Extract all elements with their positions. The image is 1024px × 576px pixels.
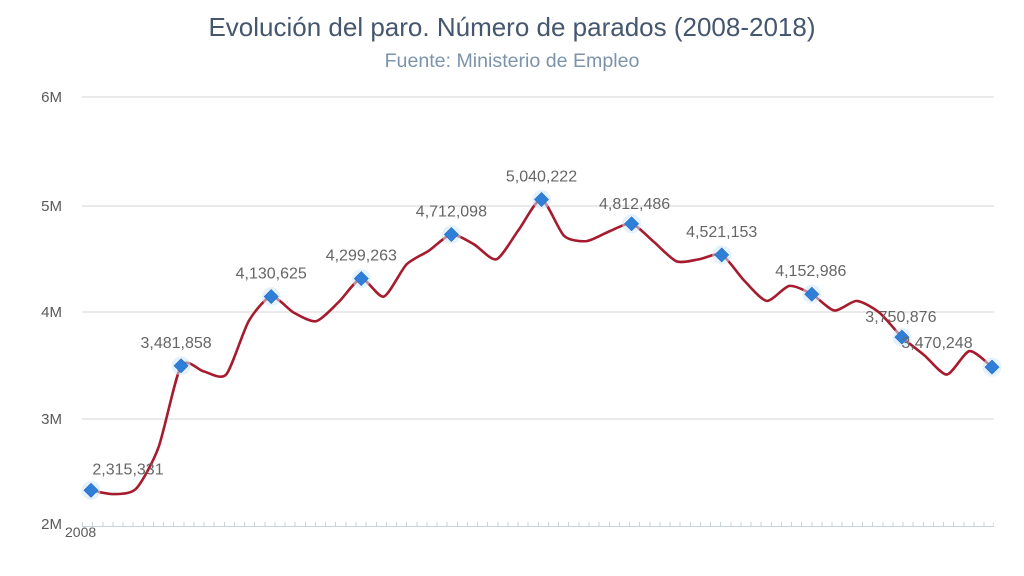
svg-text:3,481,858: 3,481,858 — [141, 335, 212, 352]
svg-text:3,470,248: 3,470,248 — [901, 335, 972, 352]
svg-text:5,040,222: 5,040,222 — [506, 169, 577, 186]
svg-text:4,152,986: 4,152,986 — [775, 263, 846, 280]
svg-text:4,712,098: 4,712,098 — [416, 204, 487, 221]
svg-text:4,812,486: 4,812,486 — [599, 196, 670, 213]
svg-text:4,130,625: 4,130,625 — [236, 266, 307, 283]
svg-text:4,299,263: 4,299,263 — [326, 248, 397, 265]
svg-text:3,750,876: 3,750,876 — [865, 309, 936, 326]
svg-text:4,521,153: 4,521,153 — [686, 224, 757, 241]
svg-text:2,315,331: 2,315,331 — [92, 461, 163, 478]
